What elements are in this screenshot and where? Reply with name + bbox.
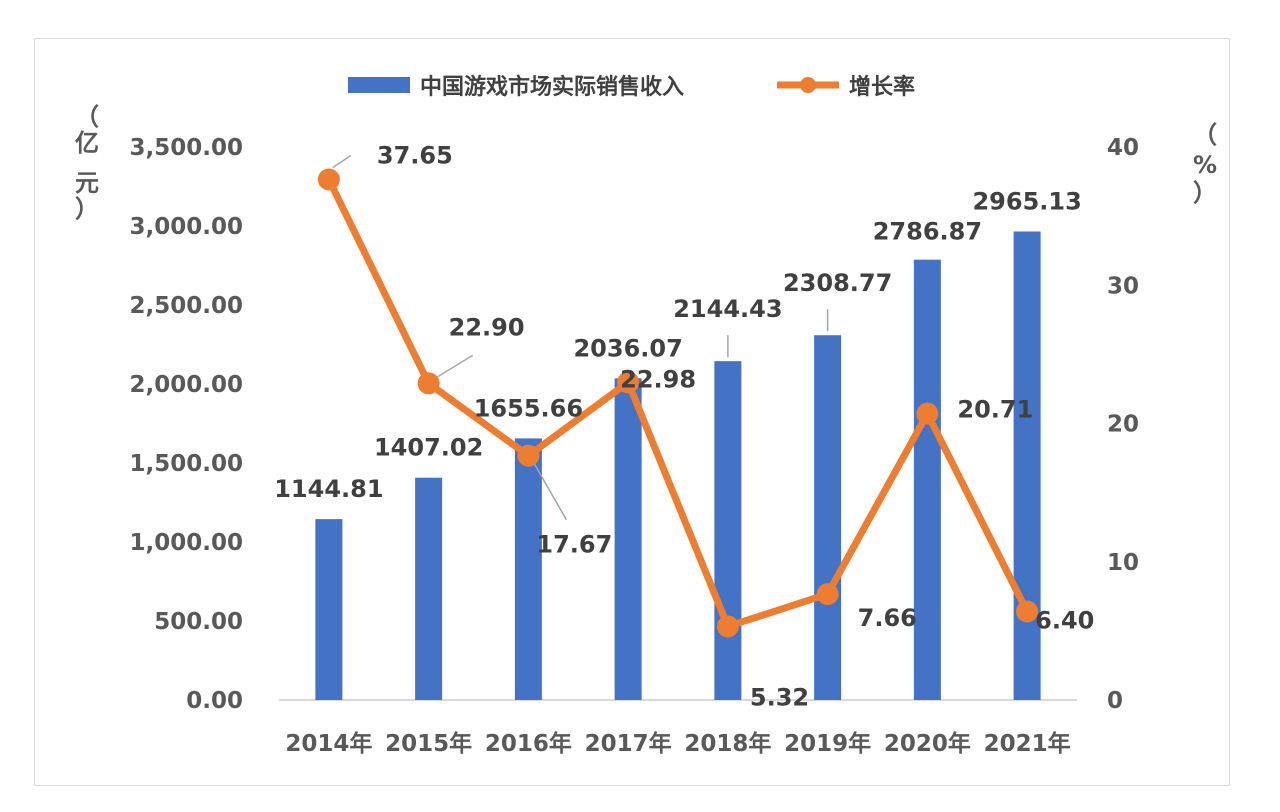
line-value-label: 22.90: [449, 313, 525, 341]
bar-value-label: 1407.02: [374, 434, 483, 462]
left-tick-label: 3,500.00: [130, 135, 244, 161]
x-category-label: 2019年: [784, 730, 871, 757]
x-category-label: 2014年: [285, 730, 372, 757]
left-tick-label: 500.00: [154, 609, 243, 635]
leader-lines: [332, 154, 829, 521]
bar: [415, 477, 443, 700]
line-value-label: 20.71: [957, 396, 1033, 424]
growth-line: [325, 177, 1031, 630]
left-unit-char: 元: [75, 169, 99, 197]
growth-point: [317, 168, 340, 191]
right-tick-label: 10: [1107, 550, 1139, 576]
left-tick-label: 0.00: [186, 688, 243, 714]
legend-label-growth: 增长率: [849, 74, 915, 100]
legend-swatch-sales: [348, 77, 410, 93]
bar-value-label: 1144.81: [274, 475, 383, 503]
bar: [814, 335, 842, 700]
bar-value-label: 2965.13: [972, 188, 1081, 216]
left-axis-unit: （亿元）: [75, 103, 99, 223]
growth-point: [816, 583, 839, 606]
growth-point: [716, 615, 739, 638]
combo-chart: 中国游戏市场实际销售收入 增长率 0.00 500.00 1,000.00 1,500…: [75, 74, 1217, 757]
right-tick-label: 30: [1107, 273, 1139, 299]
left-tick-label: 2,000.00: [130, 372, 244, 398]
growth-point: [916, 402, 939, 425]
right-axis-ticks: 0 10 20 30 40: [1107, 135, 1139, 714]
bar-series: [315, 231, 1041, 700]
bar-value-label: 2308.77: [783, 269, 892, 297]
right-unit-char: %: [1193, 151, 1217, 179]
left-tick-label: 2,500.00: [130, 293, 244, 319]
right-tick-label: 40: [1107, 135, 1139, 161]
line-series: [317, 168, 1039, 638]
right-tick-label: 0: [1107, 688, 1123, 714]
x-axis-categories: 2014年 2015年 2016年 2017年 2018年 2019年 2020年 2021年: [285, 730, 1070, 757]
legend-marker-growth: [800, 77, 816, 93]
x-category-label: 2016年: [485, 730, 572, 757]
right-unit-char: （: [1193, 121, 1217, 149]
left-tick-label: 1,500.00: [130, 451, 244, 477]
x-category-label: 2018年: [684, 730, 771, 757]
leader-line: [533, 463, 568, 521]
bar: [315, 519, 343, 700]
line-value-label: 37.65: [377, 141, 453, 169]
right-tick-label: 20: [1107, 412, 1139, 438]
line-value-label: 22.98: [620, 365, 696, 393]
line-value-label: 5.32: [750, 683, 809, 711]
legend: 中国游戏市场实际销售收入 增长率: [348, 74, 915, 100]
line-value-label: 7.66: [858, 604, 917, 632]
bar-value-label: 1655.66: [474, 394, 583, 422]
bar: [913, 259, 941, 700]
x-category-label: 2015年: [385, 730, 472, 757]
x-category-label: 2017年: [585, 730, 672, 757]
growth-point: [517, 444, 540, 467]
line-data-labels: 37.65 22.90 17.67 22.98 5.32 7.66 20.71 6.40: [377, 141, 1094, 711]
left-axis-ticks: 0.00 500.00 1,000.00 1,500.00 2,000.00 2,500.…: [130, 135, 244, 714]
bar-value-label: 2036.07: [573, 334, 682, 362]
bar: [714, 361, 742, 700]
bar-value-label: 2144.43: [673, 295, 782, 323]
left-unit-char: 亿: [75, 129, 99, 157]
leader-line: [436, 354, 474, 379]
bar: [514, 438, 542, 700]
legend-label-sales: 中国游戏市场实际销售收入: [420, 74, 684, 100]
growth-point: [417, 372, 440, 395]
growth-point: [617, 371, 640, 394]
leader-line: [332, 154, 352, 169]
bar: [614, 378, 642, 700]
x-category-label: 2020年: [884, 730, 971, 757]
growth-point: [1016, 600, 1039, 623]
line-value-label: 6.40: [1035, 607, 1094, 635]
line-value-label: 17.67: [536, 531, 612, 559]
left-unit-char: ）: [75, 195, 99, 223]
bar-value-label: 2786.87: [873, 218, 982, 246]
left-tick-label: 3,000.00: [130, 214, 244, 240]
right-unit-char: ）: [1193, 179, 1217, 207]
right-axis-unit: （%）: [1193, 121, 1217, 207]
chart-frame: 中国游戏市场实际销售收入 增长率 0.00 500.00 1,000.00 1,500…: [34, 38, 1230, 786]
bar-data-labels: 1144.81 1407.02 1655.66 2036.07 2144.432308.…: [274, 188, 1082, 504]
x-category-label: 2021年: [984, 730, 1071, 757]
left-tick-label: 1,000.00: [130, 530, 244, 556]
left-unit-char: （: [75, 103, 99, 131]
